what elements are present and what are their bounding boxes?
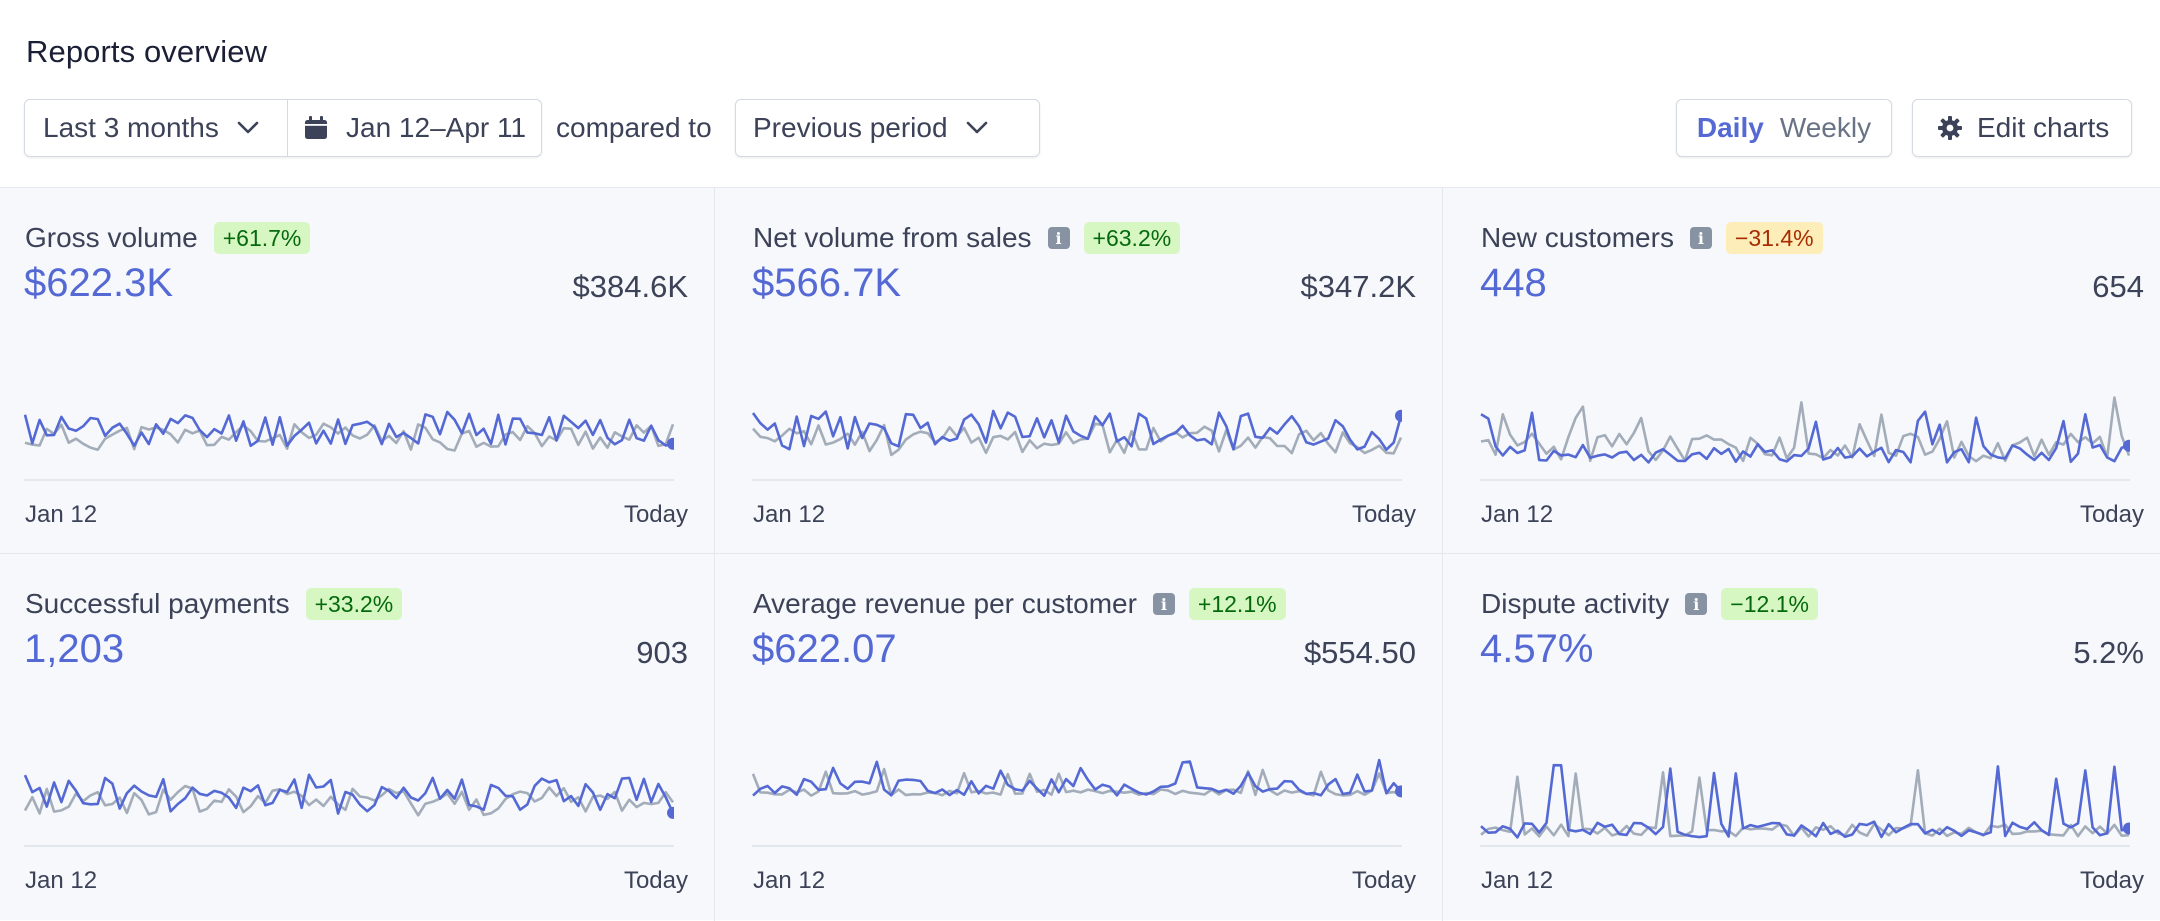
change-badge: −31.4% — [1725, 222, 1823, 254]
metric-card-1[interactable]: Gross volume +61.7% $622.3K $384.6K Jan … — [0, 187, 728, 552]
previous-value: 903 — [636, 635, 688, 670]
x-axis-start-label: Jan 12 — [25, 501, 98, 528]
current-point-marker — [1395, 785, 1402, 798]
sparkline-chart — [24, 773, 674, 847]
current-period-line — [1480, 410, 2130, 464]
x-axis-end-label: Today — [1351, 501, 1416, 528]
metric-value: 1,203 — [24, 627, 125, 671]
metric-value: $566.7K — [752, 261, 902, 305]
divider — [714, 188, 715, 921]
chevron-down-icon — [966, 121, 988, 135]
metric-title: New customers — [1481, 222, 1674, 253]
change-badge: −12.1% — [1721, 588, 1818, 620]
previous-value: $347.2K — [1300, 269, 1417, 304]
change-badge: +12.1% — [1188, 588, 1286, 620]
x-axis-end-label: Today — [1351, 867, 1416, 894]
previous-value: $384.6K — [572, 269, 689, 304]
compared-to-label: compared to — [556, 112, 712, 143]
sparkline-chart — [752, 409, 1402, 481]
date-picker-button[interactable]: Jan 12–Apr 11 — [288, 100, 526, 156]
current-point-marker — [667, 437, 674, 450]
change-badge: +33.2% — [305, 588, 403, 620]
x-axis-end-label: Today — [623, 501, 688, 528]
metric-title: Average revenue per customer — [753, 588, 1137, 619]
metric-value: 448 — [1480, 261, 1547, 305]
compare-period-label: Previous period — [753, 112, 948, 143]
current-period-line — [752, 409, 1402, 451]
metric-card-5[interactable]: Average revenue per customer i +12.1% $6… — [728, 553, 1456, 918]
current-point-marker — [1395, 409, 1402, 422]
x-axis-start-label: Jan 12 — [1481, 501, 1554, 528]
metric-card-3[interactable]: New customers i −31.4% 448 654 Jan 12 To… — [1456, 187, 2160, 552]
current-period-line — [1480, 763, 2130, 839]
metric-card-6[interactable]: Dispute activity i −12.1% 4.57% 5.2% Jan… — [1456, 553, 2160, 918]
gear-icon — [1937, 115, 1963, 141]
previous-period-line — [752, 767, 1402, 797]
sparkline-chart — [24, 410, 674, 481]
info-icon[interactable]: i — [1047, 227, 1070, 249]
metric-title: Gross volume — [25, 222, 198, 253]
info-icon[interactable]: i — [1152, 593, 1175, 615]
daily-option[interactable]: Daily — [1696, 112, 1764, 143]
current-point-marker — [2123, 439, 2130, 452]
current-point-marker — [667, 806, 674, 819]
current-period-line — [24, 773, 674, 815]
edit-charts-label: Edit charts — [1977, 112, 2110, 143]
previous-value: 5.2% — [2073, 635, 2144, 670]
current-period-line — [752, 758, 1402, 797]
info-icon[interactable]: i — [1689, 227, 1712, 249]
metric-card-4[interactable]: Successful payments +33.2% 1,203 903 Jan… — [0, 553, 728, 918]
current-period-line — [24, 410, 674, 448]
x-axis-end-label: Today — [2079, 501, 2144, 528]
x-axis-start-label: Jan 12 — [753, 501, 826, 528]
x-axis-end-label: Today — [2079, 867, 2144, 894]
metric-title: Net volume from sales — [753, 222, 1032, 253]
info-icon[interactable]: i — [1685, 593, 1708, 615]
previous-period-line — [1480, 768, 2130, 838]
charts-grid — [0, 187, 2160, 921]
compare-period-select[interactable]: Previous period — [735, 99, 1040, 157]
metric-value: $622.3K — [24, 261, 174, 305]
metric-value: 4.57% — [1480, 627, 1594, 671]
metric-title: Successful payments — [25, 588, 290, 619]
previous-period-line — [24, 784, 674, 817]
date-range-picker: Last 3 months Jan 12–Apr 11 — [24, 99, 542, 157]
edit-charts-button[interactable]: Edit charts — [1912, 99, 2132, 157]
metric-card-2[interactable]: Net volume from sales i +63.2% $566.7K $… — [728, 187, 1456, 552]
previous-period-line — [1480, 396, 2130, 463]
metric-title: Dispute activity — [1481, 588, 1670, 619]
divider — [1442, 188, 1443, 921]
chevron-down-icon — [237, 121, 259, 135]
current-point-marker — [2123, 822, 2130, 835]
sparkline-chart — [1480, 763, 2130, 847]
x-axis-start-label: Jan 12 — [753, 867, 826, 894]
sparkline-chart — [1480, 396, 2130, 481]
range-select[interactable]: Last 3 months — [25, 100, 288, 156]
previous-value: $554.50 — [1303, 635, 1416, 670]
date-range-label: Jan 12–Apr 11 — [346, 112, 527, 143]
granularity-toggle: Daily Weekly — [1676, 99, 1892, 157]
divider — [0, 553, 2160, 554]
change-badge: +63.2% — [1083, 222, 1181, 254]
x-axis-start-label: Jan 12 — [1481, 867, 1554, 894]
metric-value: $622.07 — [752, 627, 897, 671]
x-axis-end-label: Today — [623, 867, 688, 894]
previous-value: 654 — [2092, 269, 2144, 304]
page-title: Reports overview — [26, 34, 268, 69]
x-axis-start-label: Jan 12 — [25, 867, 98, 894]
weekly-option[interactable]: Weekly — [1779, 112, 1872, 143]
sparkline-chart — [752, 758, 1402, 847]
change-badge: +61.7% — [213, 222, 311, 254]
calendar-icon — [304, 116, 328, 140]
toolbar: Last 3 months Jan 12–Apr 11 compared to … — [24, 99, 2132, 157]
range-label: Last 3 months — [43, 112, 219, 143]
